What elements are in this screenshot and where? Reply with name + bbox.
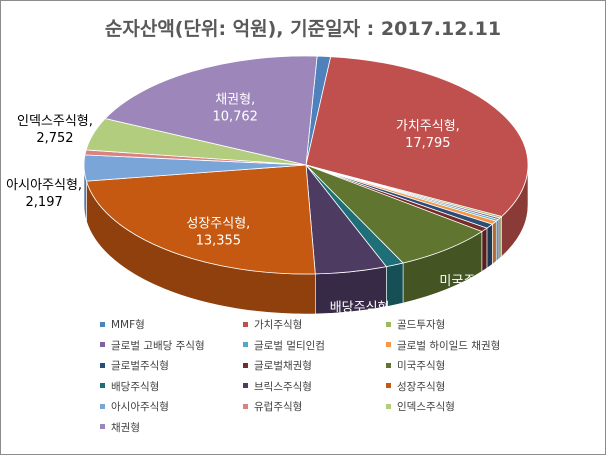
legend-item: 채권형 [100,420,140,435]
legend-item: 인덱스주식형 [386,399,455,414]
pie-slice-side-6 [486,223,493,269]
legend-label: 유럽주식형 [254,401,303,413]
legend-label: 가치주식형 [254,319,303,331]
legend-swatch [386,321,391,327]
pie-slice-8 [305,164,483,264]
legend-item: 글로벌 하이일드 채권형 [386,338,500,353]
legend-label: 글로벌채권형 [254,360,312,372]
legend-swatch [386,403,391,409]
legend-label: 미국주식형 [397,360,446,372]
legend-swatch [243,403,248,409]
legend-label: 글로벌 하이일드 채권형 [397,339,501,352]
pie-slice-side-7 [481,227,488,273]
legend-label: 브릭스주식형 [254,380,312,393]
legend-item: 유럽주식형 [243,399,302,414]
legend-label: 인덱스주식형 [397,401,455,413]
legend-label: 글로벌주식형 [111,360,169,372]
legend-swatch [100,424,105,429]
legend-swatch [100,383,105,388]
legend-swatch [243,321,248,327]
legend-swatch [386,342,391,347]
legend-label: 성장주식형 [397,380,446,393]
legend-label: 배당주식형 [111,380,160,393]
legend-label: 아시아주식형 [111,401,169,413]
legend-label: 글로벌 멀티인컴 [254,339,325,352]
pie-slice-15 [104,55,318,166]
data-label-8: 미국주식형, 4,211 [439,274,503,306]
chart-title: 순자산액(단위: 억원), 기준일자 : 2017.12.11 [104,18,502,40]
data-label-14: 인덱스주식형, 2,752 [17,114,93,146]
legend-label: MMF형 [111,319,145,331]
data-label-10: 배당주식형, 2,994 [330,300,390,332]
legend-item: MMF형 [100,317,145,332]
data-label-12: 아시아주식형, 2,197 [6,178,82,210]
legend-item: 미국주식형 [386,358,445,373]
legend-label: 채권형 [111,421,140,434]
legend-item: 글로벌 멀티인컴 [243,338,325,353]
legend-item: 글로벌 고배당 주식형 [100,338,205,353]
legend-item: 골드투자형 [386,317,445,332]
data-label-15: 채권형, 10,762 [212,93,258,125]
legend-item: 배당주식형 [100,379,159,394]
legend-item: 성장주식형 [386,379,445,394]
legend-swatch [100,362,105,368]
legend-swatch [243,383,248,388]
legend-swatch [386,383,391,388]
legend-item: 브릭스주식형 [243,379,312,394]
pie-slice-side-5 [492,220,497,265]
legend-item: 가치주식형 [243,317,302,332]
legend-swatch [386,362,391,368]
pie-slice-11 [85,164,316,275]
pie-slice-1 [305,56,529,217]
data-label-11: 성장주식형, 13,355 [186,217,250,249]
legend-swatch [243,342,248,347]
legend-item: 글로벌주식형 [100,358,169,373]
legend-swatch [100,321,105,327]
legend-swatch [243,362,248,368]
legend-swatch [100,342,105,347]
data-label-1: 가치주식형, 17,795 [396,119,460,151]
legend-swatch [100,403,105,409]
legend-item: 글로벌채권형 [243,358,312,373]
legend-label: 글로벌 고배당 주식형 [111,339,205,352]
legend-label: 골드투자형 [397,319,446,331]
legend-item: 아시아주식형 [100,399,169,414]
